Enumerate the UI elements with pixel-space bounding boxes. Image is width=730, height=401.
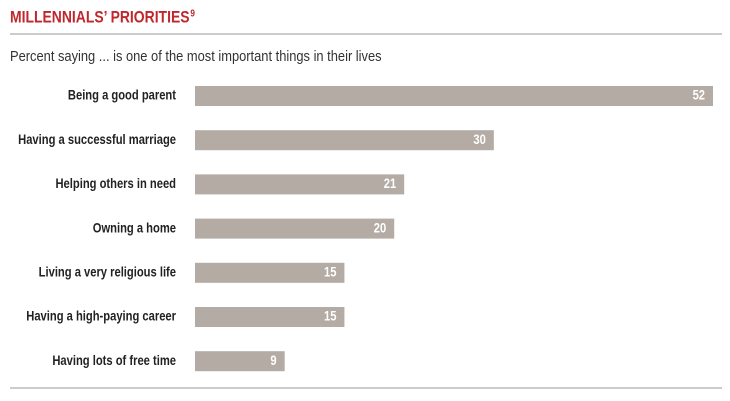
value-label-group: 20 (374, 220, 386, 235)
bar (195, 174, 405, 195)
value-label-group: 15 (324, 264, 336, 279)
title-group: MILLENNIALS’ PRIORITIES 9 (10, 8, 195, 27)
category-label: Helping others in need (55, 176, 176, 191)
category-label-group: Having lots of free time (52, 353, 176, 368)
category-label: Having a successful marriage (18, 132, 176, 147)
category-label-group: Living a very religious life (39, 264, 176, 279)
value-label-group: 9 (270, 353, 276, 368)
value-label: 15 (324, 264, 336, 279)
value-label-group: 21 (384, 176, 396, 191)
category-label: Having a high-paying career (26, 309, 176, 324)
value-label-group: 15 (324, 309, 336, 324)
subtitle-group: Percent saying ... is one of the most im… (10, 47, 382, 64)
category-label: Being a good parent (68, 88, 177, 103)
title-superscript: 9 (190, 8, 195, 19)
category-label: Owning a home (93, 220, 176, 235)
bar (195, 218, 395, 239)
category-label-group: Being a good parent (68, 88, 177, 103)
bar (195, 307, 345, 327)
value-label: 9 (270, 353, 276, 368)
category-label-group: Helping others in need (55, 176, 176, 191)
bar (195, 86, 713, 106)
value-label-group: 30 (473, 132, 485, 147)
category-label: Living a very religious life (39, 264, 176, 279)
value-label: 30 (473, 132, 485, 147)
value-label: 15 (324, 309, 336, 324)
category-label: Having lots of free time (52, 353, 176, 368)
value-label: 21 (384, 176, 396, 191)
value-label-group: 52 (693, 88, 705, 103)
bar (195, 351, 285, 372)
category-label-group: Having a successful marriage (18, 132, 176, 147)
value-label: 52 (693, 88, 705, 103)
chart-title: MILLENNIALS’ PRIORITIES (10, 8, 190, 27)
value-label: 20 (374, 220, 386, 235)
category-label-group: Owning a home (93, 220, 176, 235)
bar (195, 130, 494, 151)
chart-subtitle: Percent saying ... is one of the most im… (10, 47, 382, 64)
bar (195, 262, 345, 283)
category-label-group: Having a high-paying career (26, 309, 176, 324)
